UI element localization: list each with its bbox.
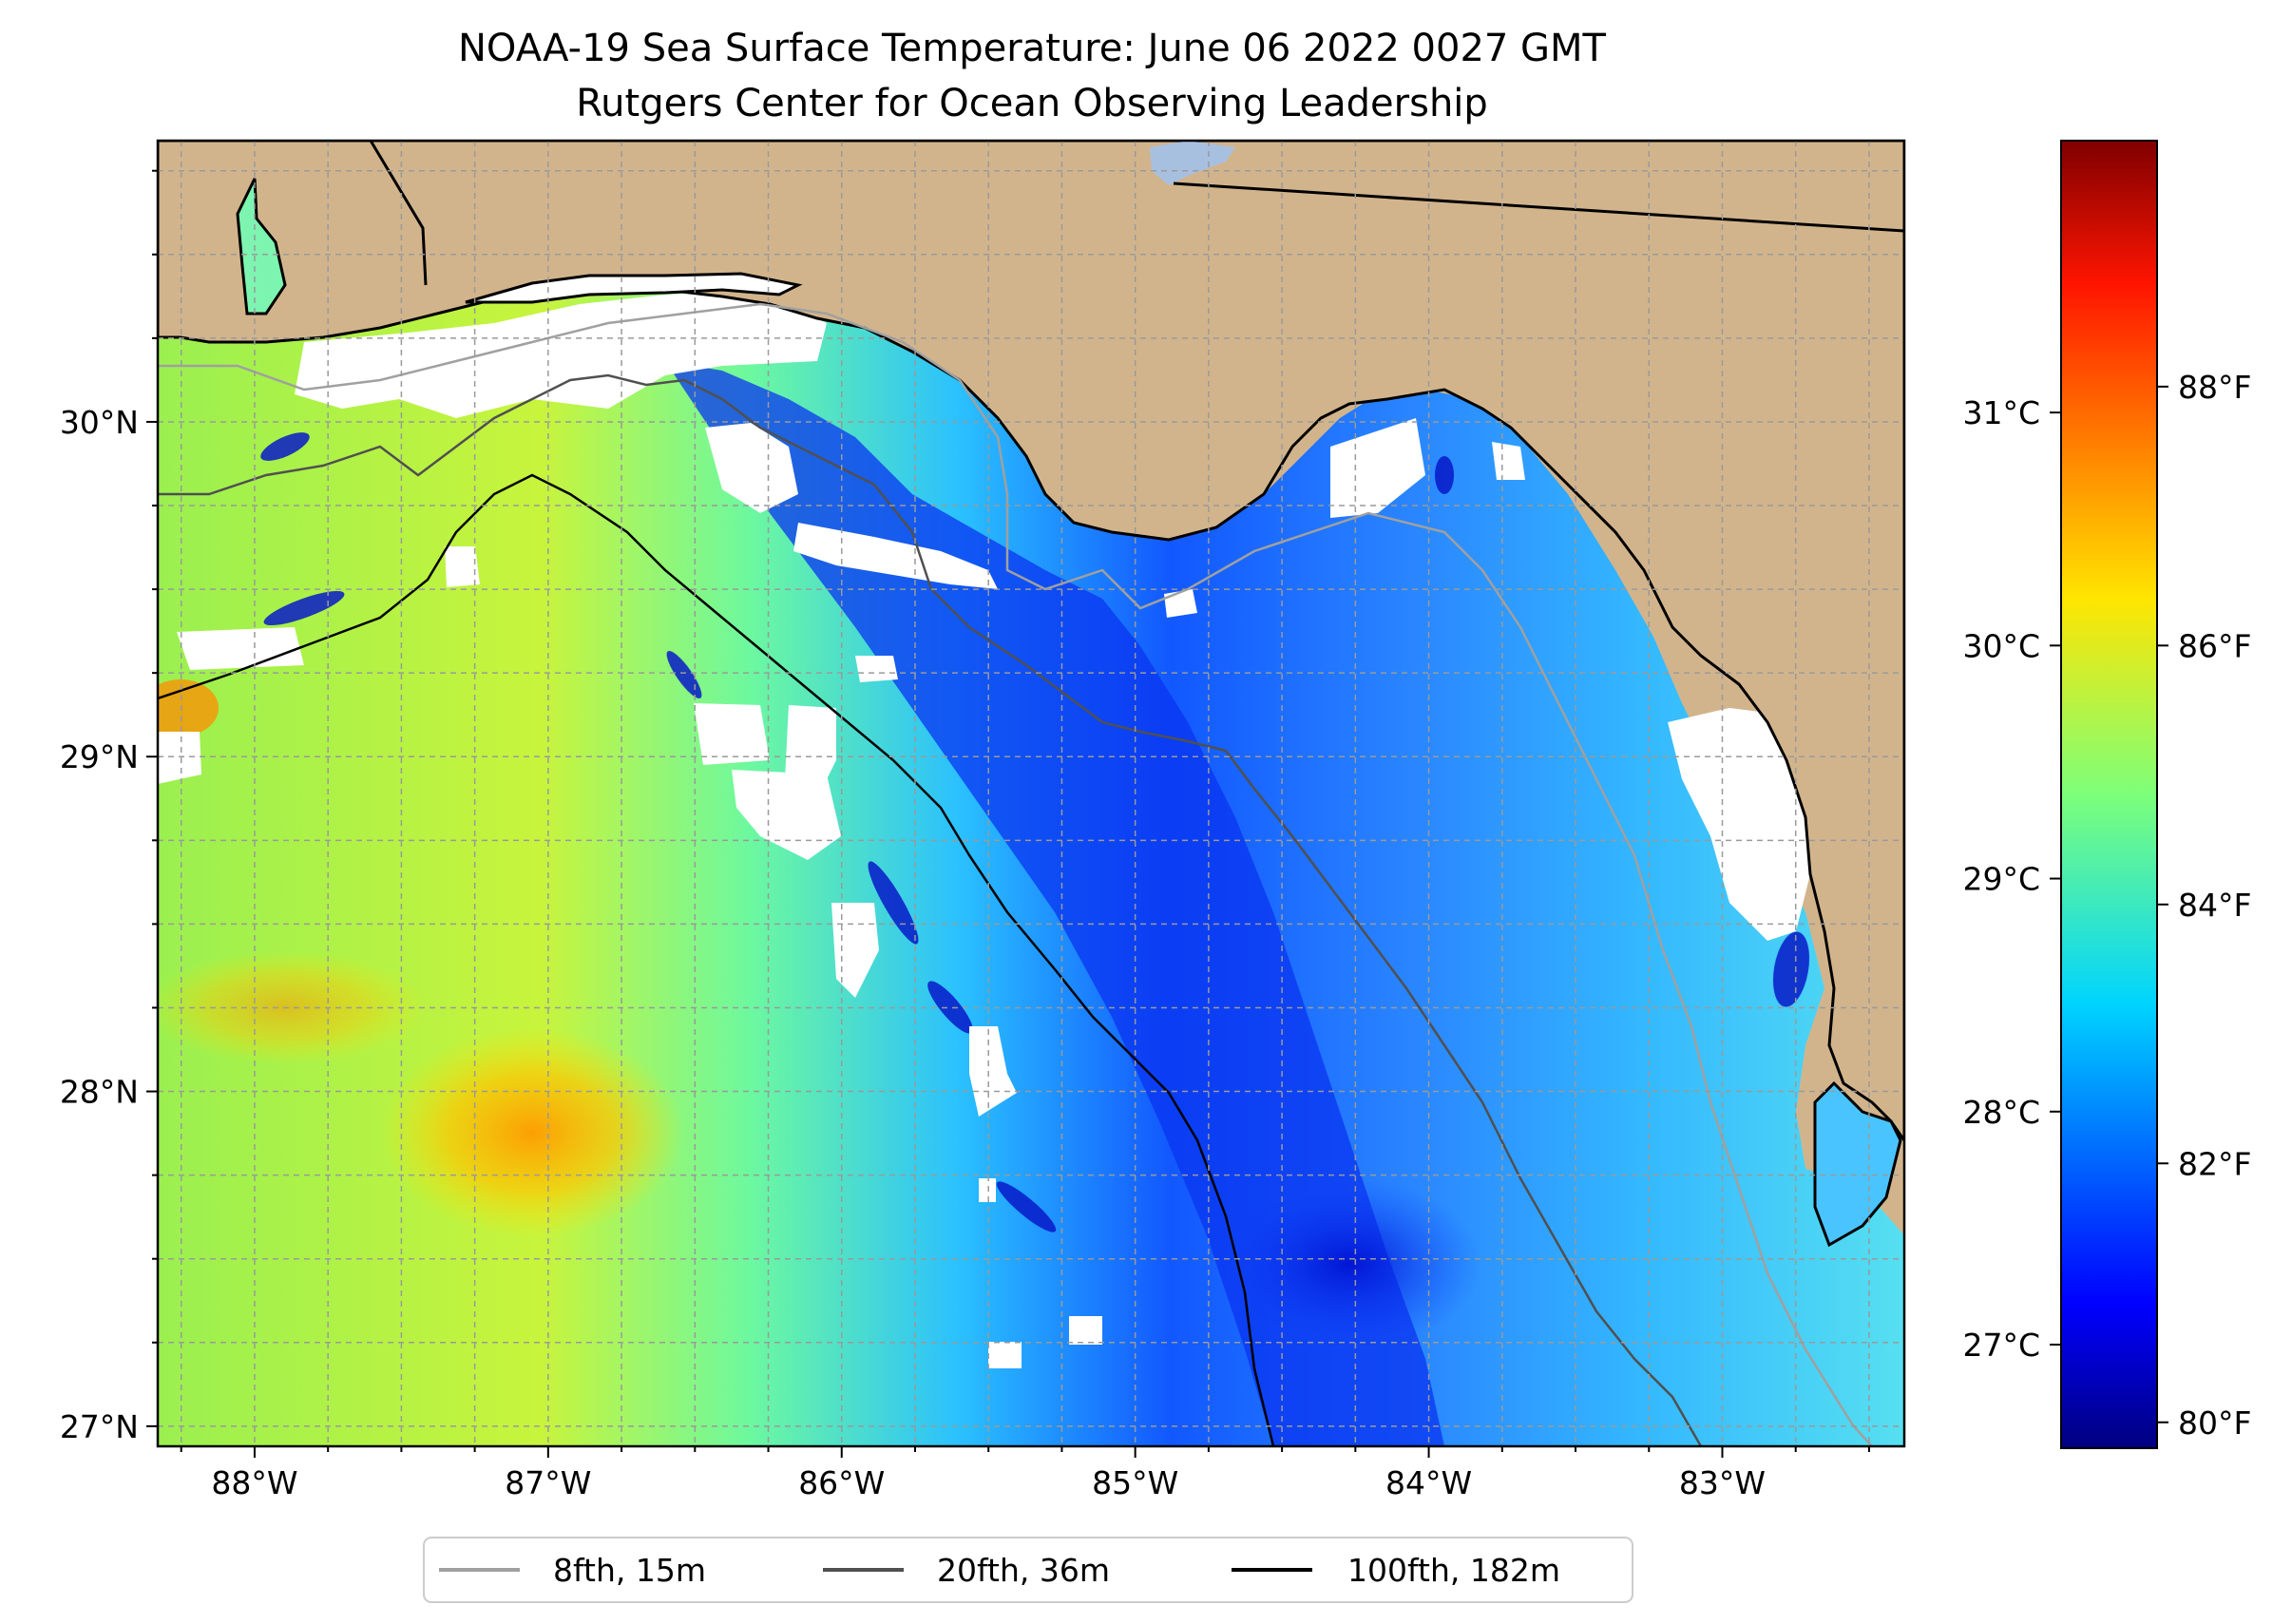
lon-tick-label: 84°W	[1385, 1464, 1472, 1501]
celsius-tick-label: 31°C	[1962, 394, 2040, 431]
lat-tick-label: 27°N	[60, 1408, 139, 1445]
colorbar-fahrenheit-axis: 88°F 86°F 84°F 82°F 80°F	[2157, 369, 2251, 1442]
warm-water-spot	[380, 1028, 684, 1237]
fahrenheit-tick-label: 80°F	[2178, 1404, 2251, 1442]
lat-tick-label: 29°N	[60, 738, 139, 775]
lon-tick-label: 85°W	[1092, 1464, 1178, 1501]
celsius-tick-label: 27°C	[1962, 1327, 2040, 1364]
latitude-axis: 30°N 29°N 28°N 27°N	[60, 169, 158, 1445]
colorbar	[2060, 140, 2158, 1449]
state-border-west	[369, 141, 428, 286]
map-frame	[156, 139, 1906, 1448]
lake	[1150, 141, 1235, 185]
legend-item-100fth: 100fth, 182m	[1232, 1552, 1560, 1589]
celsius-tick-label: 28°C	[1962, 1094, 2040, 1131]
title-line-1: NOAA-19 Sea Surface Temperature: June 06…	[458, 27, 1607, 70]
lon-tick-label: 83°W	[1679, 1464, 1766, 1501]
legend-label-100fth: 100fth, 182m	[1347, 1552, 1560, 1589]
lat-tick-label: 28°N	[60, 1074, 139, 1111]
contour-20fth	[158, 373, 1703, 1446]
cold-water-spot	[1216, 1178, 1482, 1349]
cloud-mask	[158, 290, 1810, 1368]
contour-8fth	[158, 302, 1873, 1446]
warm-water-band	[158, 950, 428, 1064]
celsius-tick-label: 29°C	[1962, 861, 2040, 898]
longitude-axis: 88°W 87°W 86°W 85°W 84°W 83°W	[180, 1446, 1870, 1501]
contour-100fth	[158, 473, 1275, 1446]
mobile-bay	[236, 178, 287, 315]
legend-label-20fth: 20fth, 36m	[937, 1552, 1110, 1589]
lon-tick-label: 87°W	[505, 1464, 591, 1501]
legend-label-8fth: 8fth, 15m	[553, 1552, 706, 1589]
state-border	[1173, 182, 1904, 233]
legend: 8fth, 15m 20fth, 36m 100fth, 182m	[423, 1537, 1633, 1603]
legend-item-20fth: 20fth, 36m	[823, 1552, 1110, 1589]
fahrenheit-tick-label: 86°F	[2178, 627, 2251, 664]
tampa-bay	[1813, 1080, 1902, 1248]
legend-box	[423, 1537, 1633, 1603]
map-panel[interactable]	[143, 141, 1904, 1446]
lat-tick-label: 30°N	[60, 404, 139, 441]
fahrenheit-tick-label: 82°F	[2178, 1145, 2251, 1182]
lat-lon-grid	[158, 141, 1904, 1446]
lon-tick-label: 86°W	[798, 1464, 885, 1501]
choctawhatchee-bay	[465, 272, 803, 304]
fahrenheit-tick-label: 88°F	[2178, 369, 2251, 406]
colorbar-celsius-axis: 31°C 30°C 29°C 28°C 27°C	[1962, 394, 2061, 1364]
cold-streaks	[260, 432, 1810, 1232]
lon-tick-label: 88°W	[211, 1464, 297, 1501]
celsius-tick-label: 30°C	[1962, 627, 2040, 664]
legend-item-8fth: 8fth, 15m	[439, 1552, 706, 1589]
title-line-2: Rutgers Center for Ocean Observing Leade…	[576, 82, 1488, 125]
fahrenheit-tick-label: 84°F	[2178, 887, 2251, 924]
